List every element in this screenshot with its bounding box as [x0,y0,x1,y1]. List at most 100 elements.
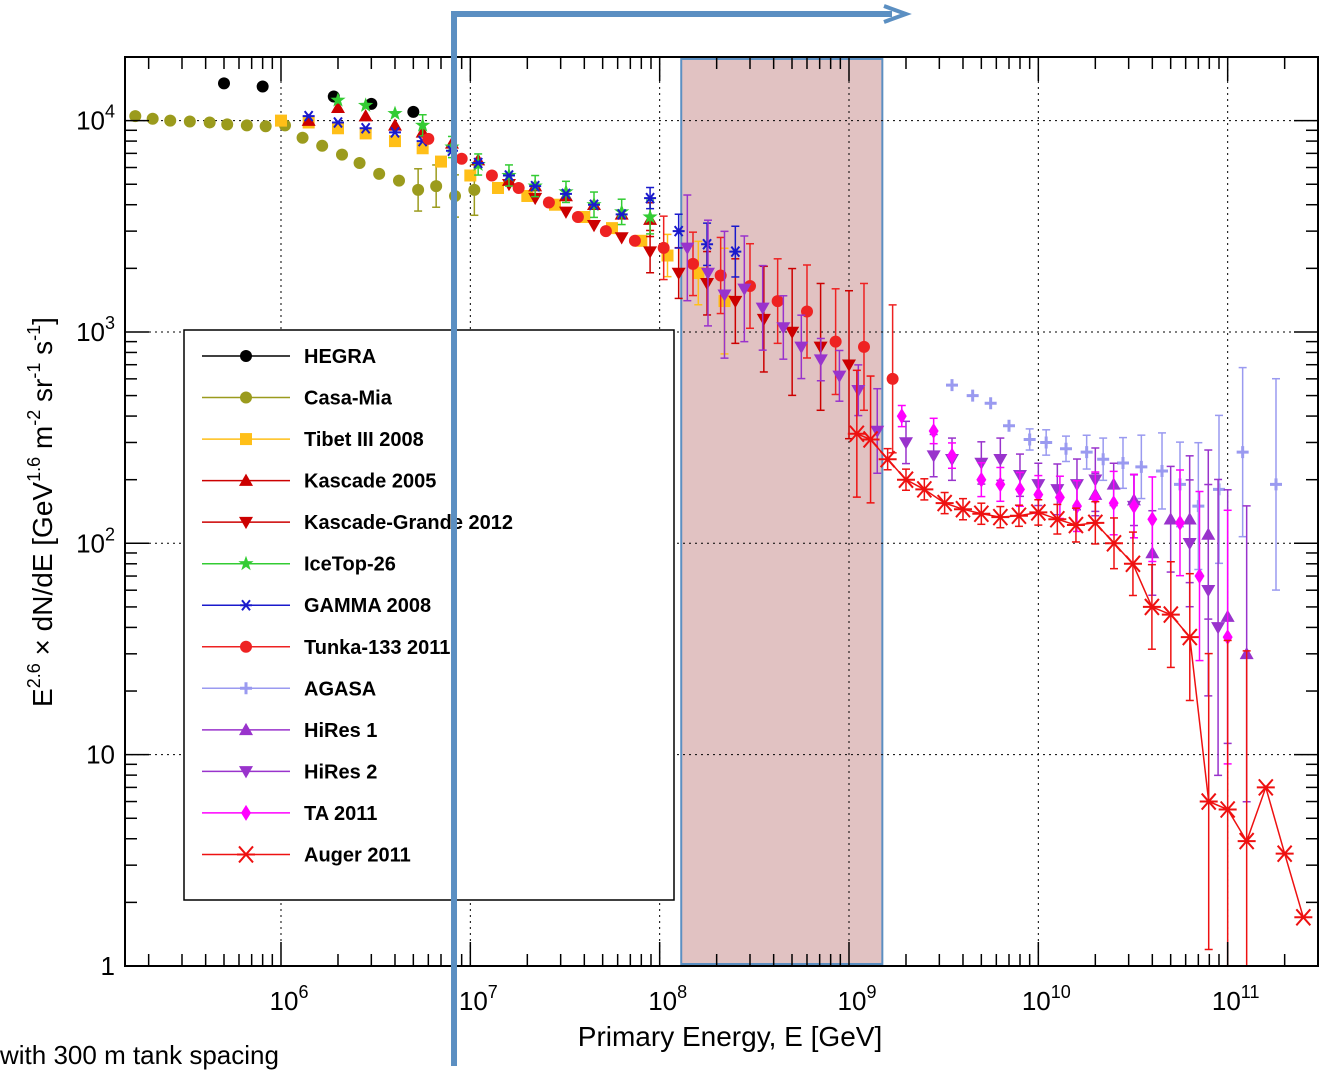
data-point [700,267,715,281]
data-point [1023,433,1036,446]
legend-label: Kascade-Grande 2012 [304,512,513,534]
arrow-line [451,11,892,1066]
data-point [861,430,880,449]
legend-label: Tunka-133 2011 [304,637,450,659]
data-point [935,494,954,512]
legend-entry-hires-1: HiRes 1 [202,720,377,742]
data-point [353,157,366,170]
data-point [1080,446,1093,459]
data-point [571,210,584,223]
legend-label: Casa-Mia [304,388,393,410]
legend-entry-kascade-grande-2012: Kascade-Grande 2012 [202,512,513,534]
data-point [434,155,447,168]
legend-label: Auger 2011 [304,844,411,866]
legend-marker [240,391,252,404]
data-point [415,117,431,132]
data-point [1033,486,1044,503]
data-point [692,267,705,280]
data-point [392,174,405,187]
data-point [614,232,629,245]
legend-entry-tunka-133-2011: Tunka-133 2011 [202,637,450,659]
data-point [728,295,743,309]
data-point [737,283,752,296]
data-point [851,384,866,398]
data-point [717,289,732,302]
data-point [687,257,700,270]
data-point [203,116,216,129]
data-point [661,249,674,262]
data-point [472,157,485,169]
data-point [946,379,959,392]
data-point [1256,778,1275,797]
legend-label: GAMMA 2008 [304,595,431,617]
data-point [771,295,784,308]
legend-label: IceTop-26 [304,554,396,576]
data-point [714,269,727,282]
data-point [672,225,685,237]
y-tick-label: 102 [76,524,115,558]
data-point [129,110,142,123]
y-axis-title: E2.6 × dN/dE [GeV1.6 m-2 sr-1 s-1] [24,317,58,707]
data-point [217,77,230,90]
data-point [388,135,401,148]
data-point [657,241,670,254]
data-point [529,180,542,192]
data-point [896,408,907,425]
data-point [643,246,658,259]
data-point [1270,478,1282,491]
data-point [587,219,602,233]
data-point [330,100,345,114]
data-point [1192,500,1205,513]
legend-marker [240,433,252,446]
data-point [995,476,1006,493]
data-point [1294,908,1313,926]
data-point [316,139,329,152]
legend-label: Kascade 2005 [304,471,436,493]
data-point [407,105,420,118]
data-point [422,132,435,145]
x-tick-label: 106 [270,982,309,1016]
data-point [1009,507,1028,525]
data-point [512,181,525,194]
data-point [1218,800,1237,819]
data-point [1142,598,1161,616]
data-point [926,450,941,463]
highlight-band-layer [680,58,884,965]
data-point [972,505,991,523]
data-point [358,109,373,122]
legend-entry-icetop-26: IceTop-26 [202,554,396,576]
data-point [644,192,657,204]
data-point [1097,453,1110,466]
data-point [528,192,543,206]
series-casa-mia [129,110,481,218]
data-point [336,148,349,161]
data-point [359,127,372,140]
arrow-head [883,4,912,24]
data-point [373,167,386,180]
data-point [1060,442,1072,455]
data-point [984,397,997,410]
overlay-arrow [451,4,912,1066]
data-point [296,131,309,144]
data-point [832,370,847,383]
data-point [146,112,159,125]
data-point [776,322,791,335]
axis-ticks [125,56,1319,967]
data-point [1182,538,1197,551]
data-point [464,169,477,182]
data-point [502,169,515,182]
legend: HEGRA Casa-Mia Tibet III 2008 Kascade 2005 K… [183,329,675,901]
plot-frame [124,56,1319,967]
data-point [1156,464,1169,477]
data-point [1199,792,1218,811]
data-point [813,354,828,367]
data-point [558,183,574,199]
data-point [700,278,715,291]
data-point [886,372,899,385]
data-point [1147,511,1158,528]
y-tick-label: 104 [76,102,115,136]
data-point [729,245,742,258]
data-point [847,425,866,443]
legend-marker [241,804,251,821]
legend-label: HiRes 2 [304,761,377,783]
